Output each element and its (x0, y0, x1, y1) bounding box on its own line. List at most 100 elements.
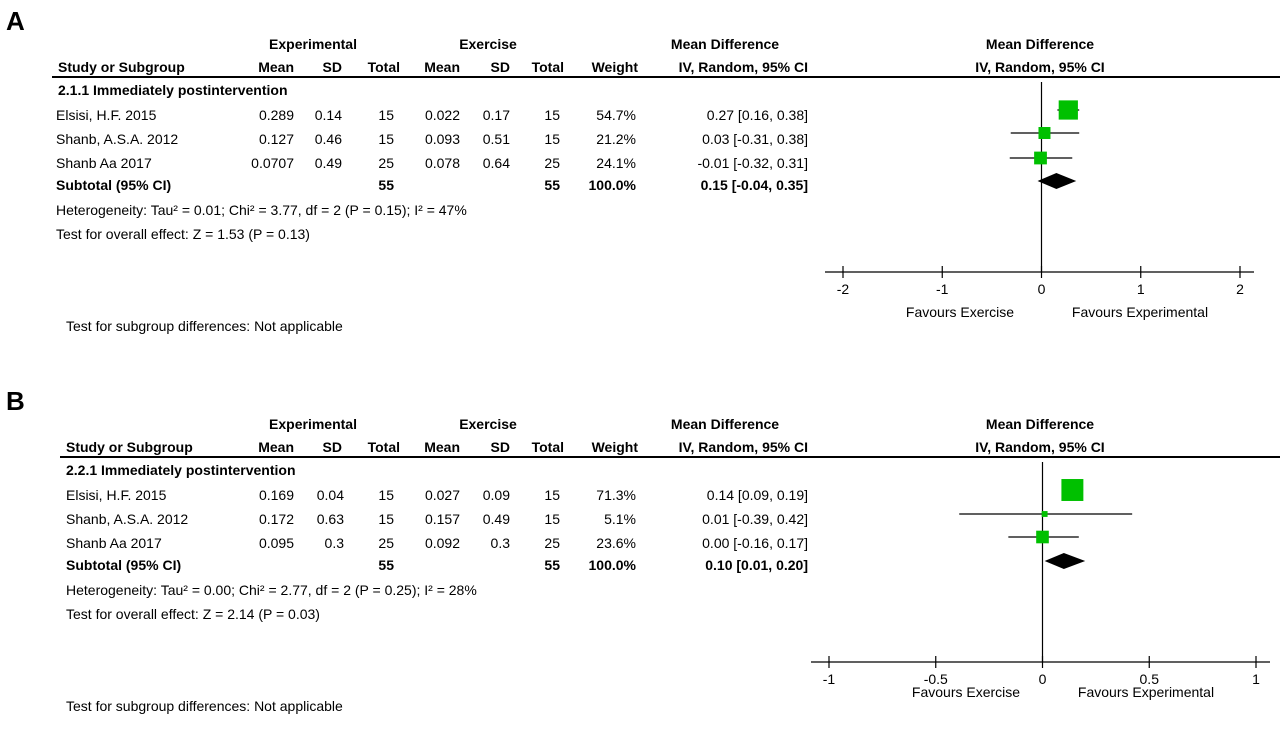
heterogeneity-text: Heterogeneity: Tau² = 0.01; Chi² = 3.77,… (56, 202, 467, 218)
forest-plot: -2 -1 0 1 2 (825, 82, 1254, 297)
ctl-sd: 0.09 (482, 487, 510, 503)
exp-total: 15 (378, 487, 394, 503)
header-exp-total: Total (367, 439, 400, 455)
exp-sd: 0.46 (314, 131, 342, 147)
ctl-mean: 0.092 (424, 535, 460, 551)
study-ci: 0.03 [-0.31, 0.38] (702, 131, 808, 147)
header-exercise: Exercise (459, 36, 517, 52)
study-name: Elsisi, H.F. 2015 (56, 107, 157, 123)
x-tick-label: -1 (936, 281, 949, 297)
header-weight: Weight (591, 439, 638, 455)
study-marker (1036, 530, 1049, 544)
ctl-mean: 0.022 (424, 107, 460, 123)
x-tick-label: -1 (823, 671, 836, 687)
header-rule (60, 456, 1280, 458)
header-ctl-sd: SD (490, 439, 510, 455)
header-exercise: Exercise (459, 416, 517, 432)
ctl-total: 15 (544, 487, 560, 503)
subgroup-title: 2.1.1 Immediately postintervention (58, 82, 288, 98)
x-tick-label: 0.5 (1140, 671, 1160, 687)
panel-letter: A (6, 6, 25, 36)
exp-sd: 0.14 (314, 107, 342, 123)
ctl-total: 25 (544, 535, 560, 551)
subgroup-differences-text: Test for subgroup differences: Not appli… (66, 698, 343, 714)
study-marker (1034, 151, 1047, 165)
study-name: Shanb, A.S.A. 2012 (66, 511, 189, 527)
header-study: Study or Subgroup (66, 439, 193, 455)
subgroup-differences-text: Test for subgroup differences: Not appli… (66, 318, 343, 334)
header-md-method: IV, Random, 95% CI (678, 439, 808, 455)
plot-title: Mean Difference (985, 36, 1095, 52)
plot-method: IV, Random, 95% CI (975, 439, 1105, 455)
ctl-sd: 0.49 (482, 511, 510, 527)
subtotal-weight: 100.0% (588, 557, 636, 573)
header-ctl-total: Total (531, 439, 564, 455)
header-ctl-mean: Mean (424, 59, 460, 75)
forest-plot: -1 -0.5 0 0.5 1 (811, 462, 1270, 687)
forest-panel-b: B Experimental Exercise Mean Difference … (0, 380, 1280, 740)
subgroup-title: 2.2.1 Immediately postintervention (66, 462, 296, 478)
study-name: Shanb Aa 2017 (66, 535, 162, 551)
study-ci: 0.14 [0.09, 0.19] (706, 487, 808, 503)
ctl-total: 15 (544, 131, 560, 147)
x-tick-label: -2 (837, 281, 850, 297)
header-weight: Weight (591, 59, 638, 75)
favours-left-label: Favours Exercise (905, 304, 1015, 320)
study-weight: 24.1% (596, 155, 636, 171)
exp-mean: 0.169 (258, 487, 294, 503)
header-mean-difference: Mean Difference (670, 36, 780, 52)
study-weight: 71.3% (596, 487, 636, 503)
study-ci: -0.01 [-0.32, 0.31] (697, 155, 808, 171)
exp-sd: 0.49 (314, 155, 342, 171)
study-name: Shanb, A.S.A. 2012 (56, 131, 179, 147)
favours-right-label: Favours Experimental (1071, 304, 1209, 320)
study-name: Shanb Aa 2017 (56, 155, 152, 171)
study-name: Elsisi, H.F. 2015 (66, 487, 167, 503)
exp-mean: 0.127 (258, 131, 294, 147)
x-tick-label: 1 (1137, 281, 1145, 297)
subtotal-exp-total: 55 (378, 557, 394, 573)
plot-title: Mean Difference (985, 416, 1095, 432)
study-marker (1038, 127, 1051, 139)
favours-right-label: Favours Experimental (1077, 684, 1215, 700)
ctl-sd: 0.64 (482, 155, 510, 171)
favours-left-label: Favours Exercise (911, 684, 1021, 700)
exp-sd: 0.3 (324, 535, 344, 551)
x-tick-label: 0 (1038, 281, 1046, 297)
ctl-total: 25 (544, 155, 560, 171)
ctl-mean: 0.078 (424, 155, 460, 171)
x-tick-label: 2 (1236, 281, 1244, 297)
x-tick-label: 1 (1252, 671, 1260, 687)
x-tick-label: 0 (1039, 671, 1047, 687)
subtotal-label: Subtotal (95% CI) (66, 557, 182, 573)
header-experimental: Experimental (269, 416, 357, 432)
subtotal-exp-total: 55 (378, 177, 394, 193)
subtotal-weight: 100.0% (588, 177, 636, 193)
heterogeneity-text: Heterogeneity: Tau² = 0.00; Chi² = 2.77,… (66, 582, 477, 598)
panel-letter: B (6, 386, 25, 416)
subtotal-diamond (1044, 553, 1086, 569)
ctl-total: 15 (544, 107, 560, 123)
study-weight: 5.1% (604, 511, 636, 527)
header-ctl-mean: Mean (424, 439, 460, 455)
study-marker (1061, 479, 1084, 501)
ctl-sd: 0.51 (482, 131, 510, 147)
header-experimental: Experimental (269, 36, 357, 52)
exp-total: 25 (378, 535, 394, 551)
header-ctl-total: Total (531, 59, 564, 75)
exp-sd: 0.04 (316, 487, 344, 503)
exp-mean: 0.289 (258, 107, 294, 123)
x-tick-label: -0.5 (924, 671, 948, 687)
exp-total: 25 (378, 155, 394, 171)
header-study: Study or Subgroup (58, 59, 185, 75)
forest-panel-a: A Experimental Exercise Mean Difference … (0, 0, 1280, 360)
overall-effect-text: Test for overall effect: Z = 2.14 (P = 0… (66, 606, 320, 622)
study-ci: 0.27 [0.16, 0.38] (706, 107, 808, 123)
header-exp-total: Total (367, 59, 400, 75)
subtotal-ci: 0.15 [-0.04, 0.35] (700, 177, 808, 193)
header-exp-mean: Mean (258, 439, 294, 455)
header-rule (52, 76, 1280, 78)
subtotal-ctl-total: 55 (544, 177, 560, 193)
study-ci: 0.01 [-0.39, 0.42] (702, 511, 808, 527)
exp-mean: 0.095 (258, 535, 294, 551)
